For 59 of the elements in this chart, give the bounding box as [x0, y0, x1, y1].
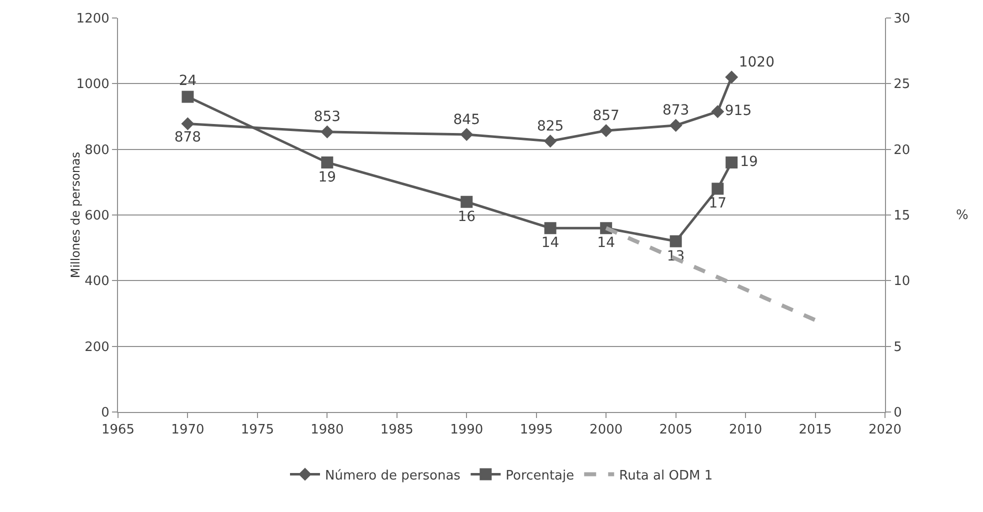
y-tick-label: 400 [84, 274, 110, 290]
y2-tick-label: 5 [894, 340, 902, 355]
point [725, 70, 738, 84]
point [321, 156, 334, 168]
y2-tick-label: 20 [894, 142, 910, 158]
point [460, 128, 474, 142]
data-label: 853 [314, 109, 341, 126]
y-tick-label: 800 [84, 142, 110, 158]
point [544, 134, 557, 148]
x-tick-label: 1965 [101, 422, 135, 438]
y2-tick-label: 25 [894, 77, 910, 92]
data-label: 1020 [738, 54, 774, 70]
data-label: 14 [541, 235, 560, 252]
x-tick-label: 1970 [171, 422, 204, 438]
data-label: 878 [174, 129, 202, 146]
data-label: 873 [662, 102, 690, 119]
y-axis-title: Millones de personas [68, 152, 83, 278]
y-tick-label: 1200 [76, 12, 110, 27]
data-label: 857 [592, 108, 620, 124]
y-tick-label: 600 [84, 208, 110, 224]
point [182, 90, 194, 103]
y-tick-label: 200 [84, 340, 110, 355]
point [544, 222, 556, 234]
x-tick-label: 2015 [798, 422, 832, 438]
y2-tick-label: 15 [894, 208, 910, 224]
data-label: 825 [536, 118, 564, 134]
x-tick-label: 1985 [380, 422, 414, 438]
legend-label: Ruta al ODM 1 [619, 468, 713, 484]
point [712, 182, 724, 195]
data-label: 19 [318, 169, 336, 186]
point [181, 117, 194, 130]
x-tick-label: 1995 [520, 422, 553, 438]
x-tick-label: 2020 [868, 422, 902, 438]
point [600, 124, 613, 138]
y2-tick-label: 10 [894, 274, 910, 290]
x-tick-label: 2000 [590, 422, 623, 438]
data-label: 14 [597, 235, 616, 252]
x-tick-label: 1975 [240, 422, 274, 438]
data-label: 17 [708, 196, 727, 212]
x-tick-label: 2010 [729, 422, 762, 438]
y2-axis-title: % [956, 208, 968, 223]
point [669, 118, 682, 132]
point [711, 105, 724, 118]
data-label: 19 [740, 154, 758, 170]
x-tick-label: 1990 [450, 422, 484, 438]
point [726, 156, 738, 168]
x-tick-label: 1980 [310, 422, 344, 438]
y-tick-label: 0 [101, 406, 110, 421]
legend-label: Porcentaje [506, 468, 574, 484]
data-label: 845 [453, 112, 480, 128]
legend-label: Número de personas [325, 468, 461, 484]
y2-tick-label: 30 [894, 12, 910, 27]
point [670, 235, 682, 248]
data-label: 915 [724, 103, 752, 120]
y-tick-label: 1000 [76, 77, 110, 92]
y2-tick-label: 0 [894, 406, 902, 421]
point [320, 125, 334, 138]
point [460, 196, 473, 208]
x-tick-label: 2005 [659, 422, 692, 438]
